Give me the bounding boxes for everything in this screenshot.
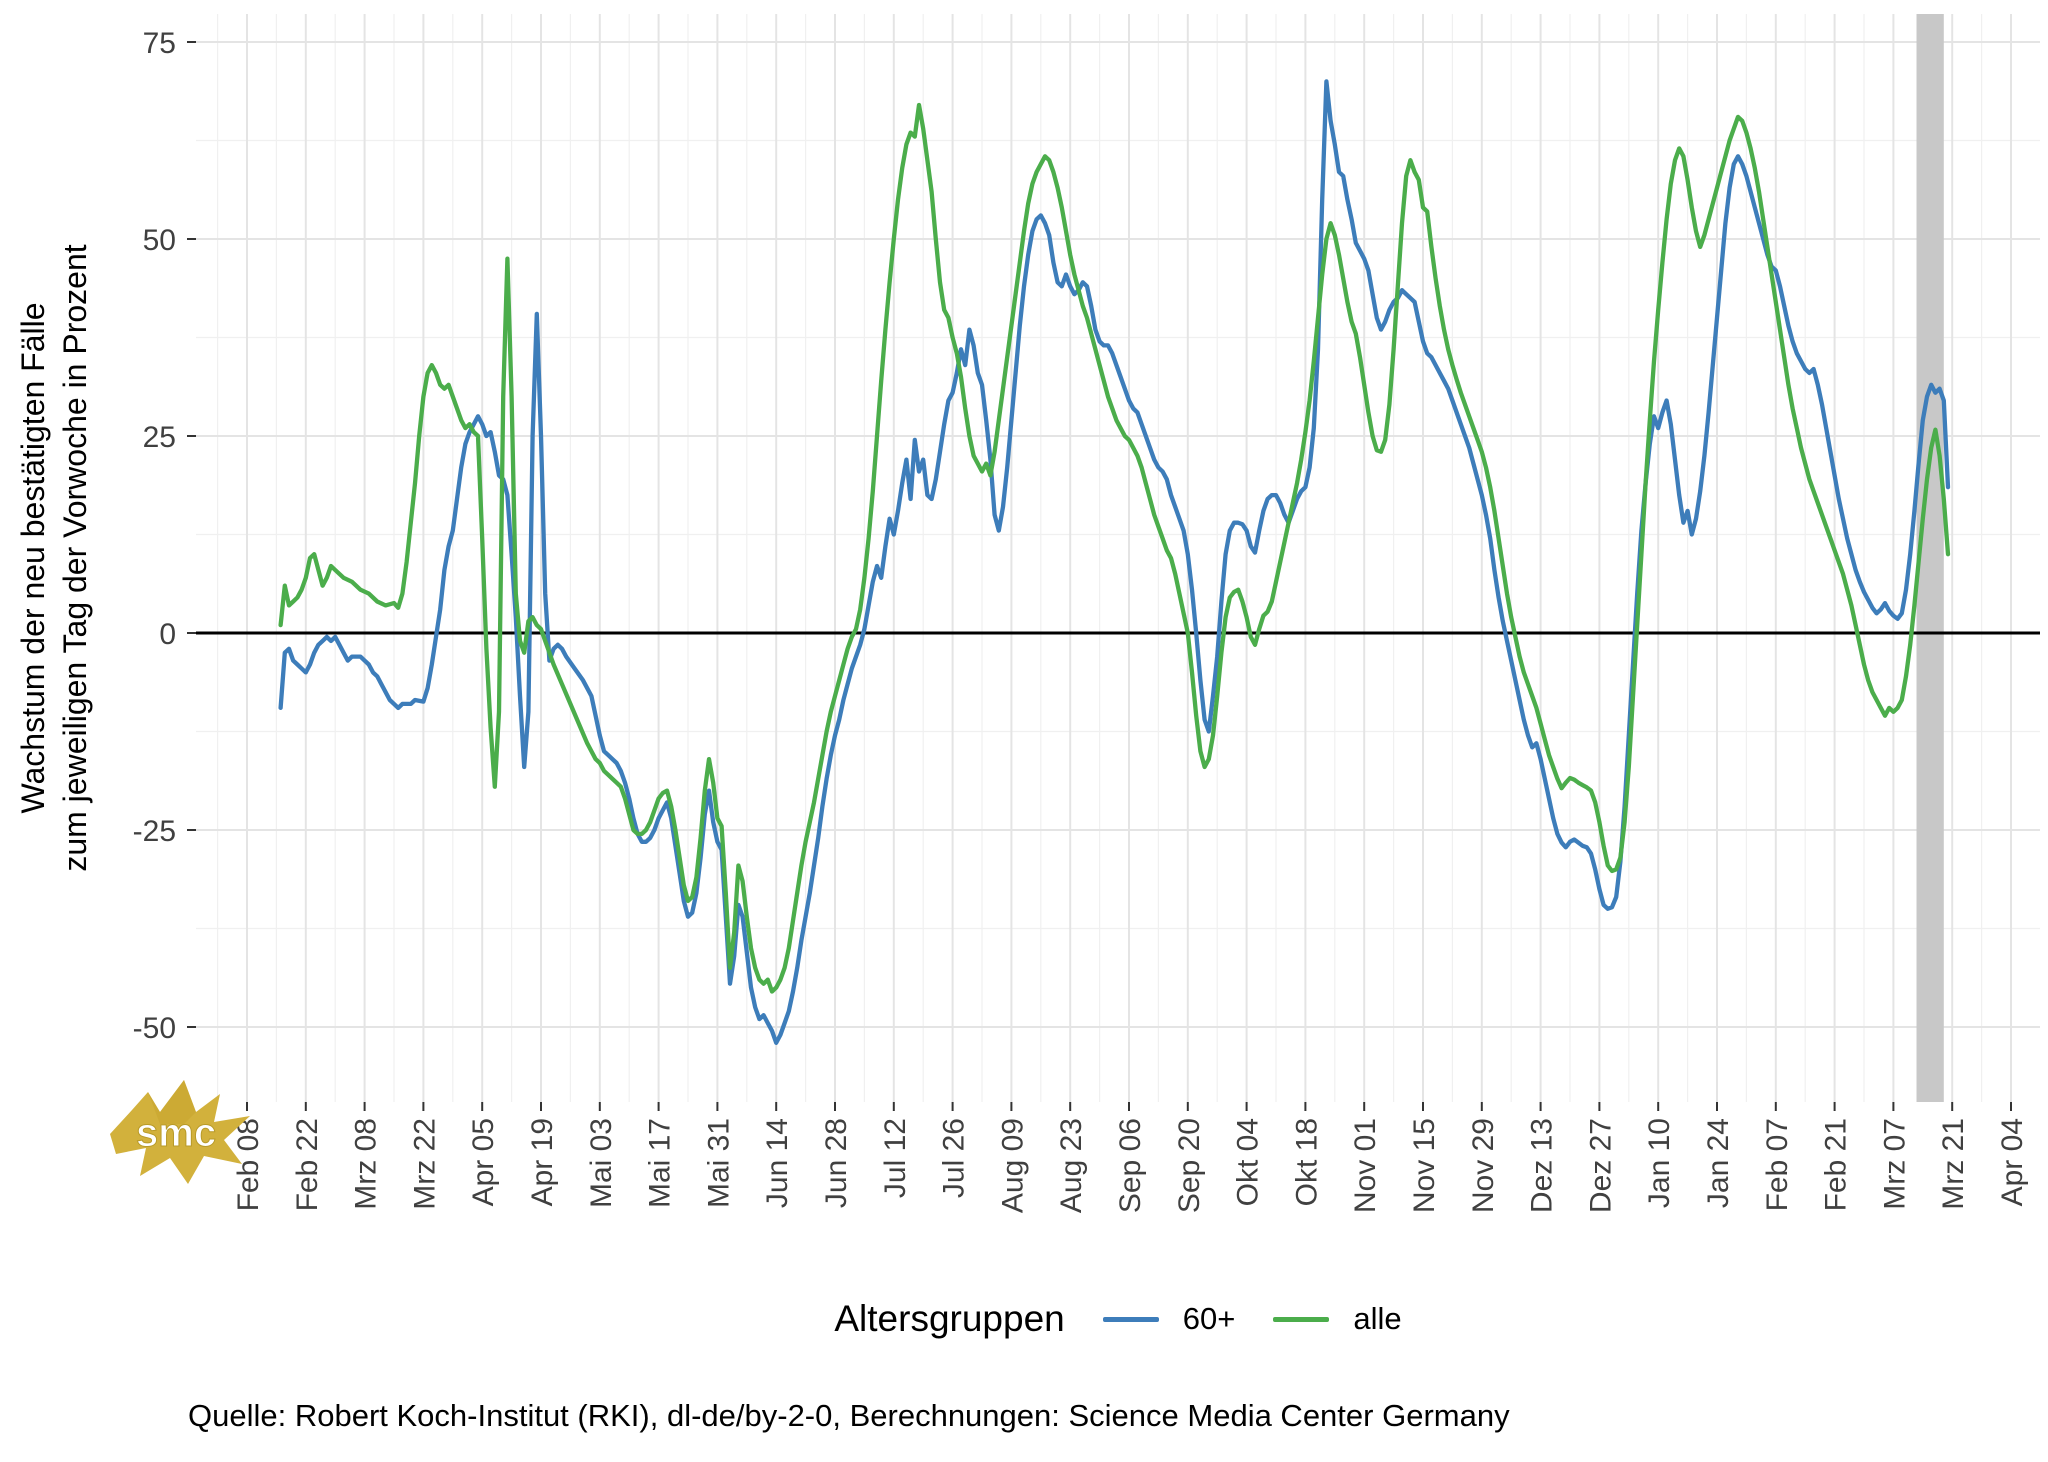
legend-item-alle: alle [1273, 1301, 1402, 1337]
x-tick-label: Aug 09 [996, 1118, 1029, 1213]
y-tick-label: -25 [133, 815, 176, 848]
x-tick-label: Jul 12 [879, 1118, 912, 1198]
legend-swatch-60plus-line [1102, 1316, 1159, 1322]
legend-title: Altersgruppen [834, 1298, 1065, 1339]
x-tick-label: Jun 14 [761, 1118, 794, 1208]
x-tick-label: Feb 08 [232, 1118, 265, 1211]
y-tick-label: 25 [143, 421, 176, 454]
grid-minor [196, 14, 2040, 1102]
line-60+ [278, 79, 1951, 1045]
legend-label-60plus: 60+ [1182, 1301, 1236, 1336]
series-60plus [278, 79, 1951, 1045]
series-alle [278, 102, 1951, 994]
x-tick-label: Dez 27 [1584, 1118, 1617, 1213]
x-tick-label: Mai 17 [644, 1118, 677, 1208]
legend-item-60plus: 60+ [1102, 1301, 1236, 1337]
x-tick-label: Mrz 07 [1878, 1118, 1911, 1210]
line-alle [278, 102, 1951, 994]
x-tick-label: Apr 19 [526, 1118, 559, 1206]
x-tick-label: Feb 21 [1820, 1118, 1853, 1211]
x-tick-label: Okt 18 [1290, 1118, 1323, 1206]
x-tick-label: Mai 31 [702, 1118, 735, 1208]
x-tick-label: Feb 07 [1761, 1118, 1794, 1211]
y-tick-label: -50 [133, 1012, 176, 1045]
y-axis-labels: 75 50 25 0 -25 -50 [133, 27, 176, 1045]
x-tick-label: Mrz 21 [1937, 1118, 1970, 1210]
x-tick-label: Nov 15 [1408, 1118, 1441, 1213]
smc-logo-facet [148, 1080, 196, 1124]
x-tick-label: Nov 29 [1467, 1118, 1500, 1213]
x-tick-label: Jan 10 [1643, 1118, 1676, 1208]
y-tick-label: 0 [159, 618, 176, 651]
x-tick-label: Feb 22 [291, 1118, 324, 1211]
x-tick-label: Mrz 08 [350, 1118, 383, 1210]
x-tick-label: Dez 13 [1526, 1118, 1559, 1213]
x-tick-label: Mai 03 [585, 1118, 618, 1208]
x-tick-label: Jun 28 [820, 1118, 853, 1208]
x-tick-label: Okt 04 [1232, 1118, 1265, 1206]
smc-logo-star [110, 1080, 250, 1184]
x-tick-label: Apr 05 [467, 1118, 500, 1206]
legend-label-alle: alle [1353, 1301, 1402, 1336]
x-tick-label: Nov 01 [1349, 1118, 1382, 1213]
axis-tick-marks [187, 41, 2012, 1111]
y-tick-label: 75 [143, 27, 176, 60]
x-tick-label: Sep 20 [1173, 1118, 1206, 1213]
smc-logo: smc [110, 1080, 250, 1184]
source-caption: Quelle: Robert Koch-Institut (RKI), dl-d… [188, 1398, 1510, 1433]
grid-major [196, 14, 2040, 1102]
smc-logo-text: smc [136, 1111, 216, 1155]
legend-swatch-alle-line [1273, 1316, 1330, 1322]
y-axis-title-line2: zum jeweiligen Tag der Vorwoche in Proze… [57, 244, 93, 871]
x-tick-label: Jan 24 [1702, 1118, 1735, 1208]
x-axis-labels: Feb 08 Feb 22 Mrz 08 Mrz 22 Apr 05 Apr 19 Mai … [232, 1118, 2029, 1213]
x-tick-label: Apr 04 [1996, 1118, 2029, 1206]
x-tick-label: Aug 23 [1055, 1118, 1088, 1213]
x-tick-label: Sep 06 [1114, 1118, 1147, 1213]
x-tick-label: Mrz 22 [408, 1118, 441, 1210]
legend: Altersgruppen 60+ alle [196, 1284, 2040, 1354]
y-axis-title-line1: Wachstum der neu bestätigten Fälle [15, 302, 51, 813]
y-axis-title: Wachstum der neu bestätigten Fälle zum j… [15, 244, 93, 871]
x-tick-label: Jul 26 [938, 1118, 971, 1198]
y-tick-label: 50 [143, 224, 176, 257]
